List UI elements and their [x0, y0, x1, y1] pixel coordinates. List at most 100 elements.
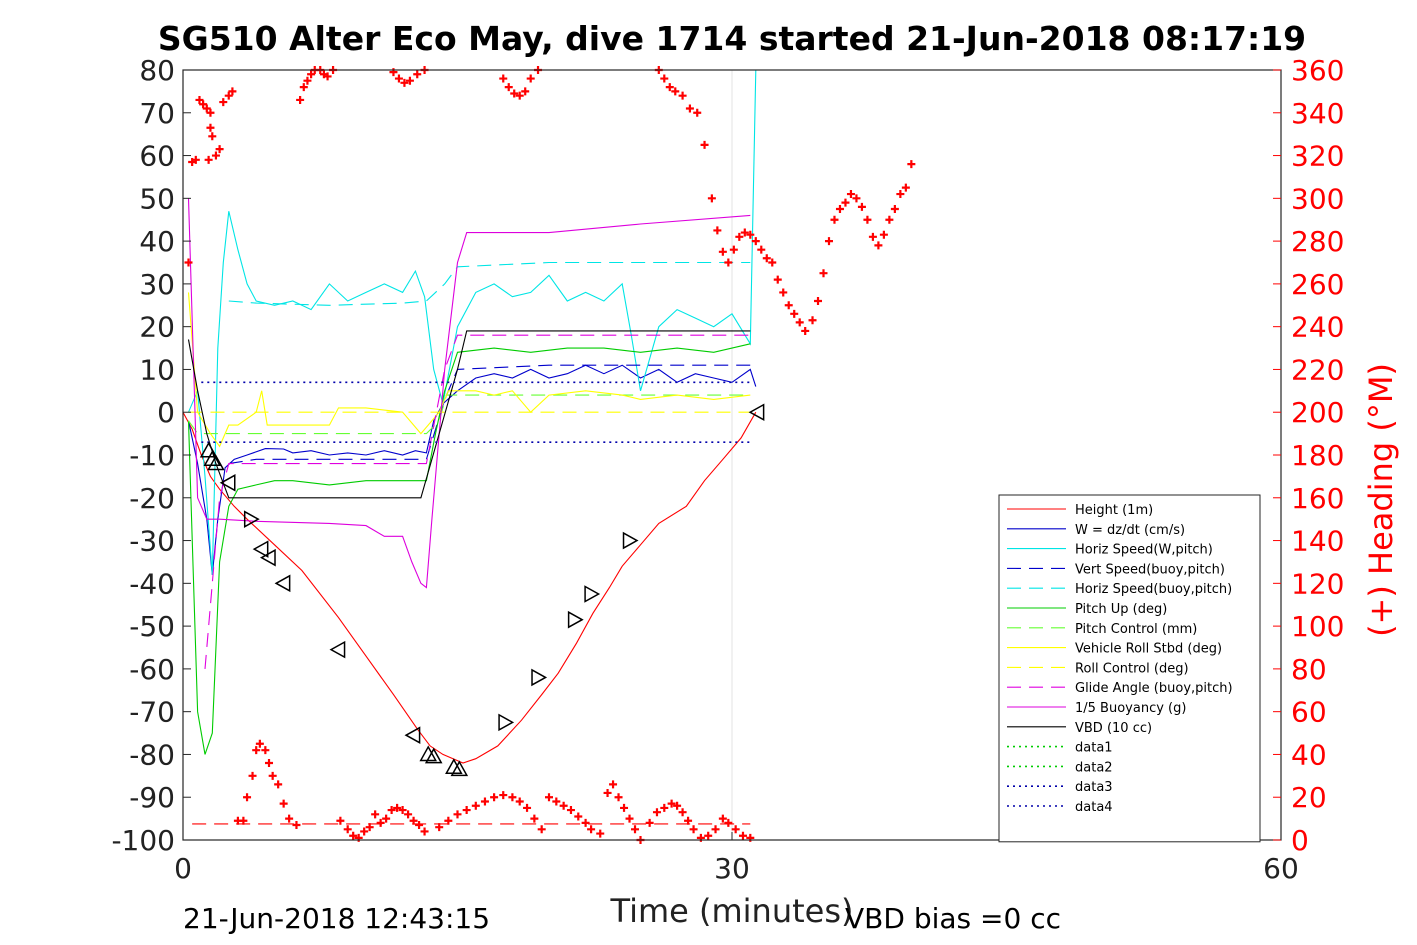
heading-point [609, 780, 618, 789]
heading-point [768, 258, 777, 267]
heading-point [738, 831, 747, 840]
timestamp-footer: 21-Jun-2018 12:43:15 [183, 902, 490, 935]
heading-point [773, 275, 782, 284]
heading-point [841, 198, 850, 207]
heading-point [645, 818, 654, 827]
triangle-marker [243, 510, 260, 528]
heading-point [435, 823, 444, 832]
heading-point [444, 816, 453, 825]
heading-point [740, 228, 749, 237]
heading-point [206, 108, 215, 117]
heading-markers [184, 66, 916, 844]
heading-point [879, 230, 888, 239]
heading-point [184, 258, 193, 267]
heading-point [660, 74, 669, 83]
heading-point [508, 793, 517, 802]
heading-point [206, 123, 215, 132]
heading-point [453, 810, 462, 819]
series-line-11 [187, 330, 751, 499]
x-axis-label: Time (minutes) [610, 892, 854, 930]
heading-point [735, 232, 744, 241]
y-tick-label: 10 [139, 353, 175, 386]
heading-point [581, 818, 590, 827]
heading-point [239, 816, 248, 825]
legend-entry: Vert Speed(buoy,pitch) [1075, 562, 1225, 577]
x-tick-label: 60 [1263, 852, 1299, 885]
y-tick-label: -80 [129, 738, 175, 771]
heading-point [846, 190, 855, 199]
x-tick-label: 30 [714, 852, 750, 885]
heading-point [285, 814, 294, 823]
heading-point [868, 232, 877, 241]
heading-point [252, 746, 261, 755]
y-tick-label: -90 [129, 781, 175, 814]
heading-point [678, 808, 687, 817]
y2-axis-label: (+) Heading (°M) [1362, 363, 1400, 637]
y2-tick-label: 80 [1291, 653, 1327, 686]
triangle-marker [329, 640, 346, 659]
triangle-marker [531, 668, 548, 687]
heading-point [296, 95, 305, 104]
heading-point [731, 825, 740, 834]
heading-point [665, 83, 674, 92]
heading-point [704, 831, 713, 840]
heading-point [526, 74, 535, 83]
heading-point [215, 145, 224, 154]
heading-point [757, 245, 766, 254]
heading-point [835, 205, 844, 214]
heading-point [700, 140, 709, 149]
legend-entry: W = dz/dt (cm/s) [1075, 523, 1185, 538]
series-line-9 [204, 334, 751, 669]
heading-point [415, 821, 424, 830]
heading-point [292, 821, 301, 830]
heading-point [382, 814, 391, 823]
triangle-marker [584, 585, 601, 603]
heading-point [499, 791, 508, 800]
heading-point [660, 803, 669, 812]
heading-point [559, 801, 568, 810]
series-line-5 [187, 343, 751, 755]
heading-point [387, 806, 396, 815]
heading-point [801, 326, 810, 335]
heading-point [631, 825, 640, 834]
heading-point [228, 87, 237, 96]
legend-box [998, 494, 1261, 843]
triangle-marker [259, 548, 276, 567]
heading-point [863, 215, 872, 224]
heading-point [376, 818, 385, 827]
legend-entry: data4 [1075, 800, 1113, 815]
heading-point [901, 183, 910, 192]
y2-tick-label: 200 [1291, 396, 1344, 429]
triangle-marker [252, 540, 269, 558]
triangle-markers [199, 403, 765, 777]
heading-point [678, 91, 687, 100]
heading-point [303, 76, 312, 85]
y-tick-label: 40 [139, 225, 175, 258]
chart-title: SG510 Alter Eco May, dive 1714 started 2… [158, 19, 1306, 58]
triangle-marker [622, 531, 639, 550]
heading-point [490, 793, 499, 802]
legend-entry: Glide Angle (buoy,pitch) [1075, 681, 1233, 696]
legend-entry: Roll Control (deg) [1075, 661, 1189, 676]
heading-point [857, 202, 866, 211]
axis-ticks: -100-90-80-70-60-50-40-30-20-10010203040… [111, 54, 1344, 885]
triangle-marker [404, 726, 421, 744]
heading-point [652, 808, 661, 817]
heading-point [667, 799, 676, 808]
heading-point [261, 746, 270, 755]
heading-point [504, 83, 513, 92]
heading-point [515, 797, 524, 806]
heading-point [515, 91, 524, 100]
y-tick-label: -50 [129, 610, 175, 643]
triangle-marker [219, 474, 236, 492]
heading-point [307, 70, 316, 79]
heading-point [279, 799, 288, 808]
series-line-3 [228, 364, 751, 465]
heading-point [819, 269, 828, 278]
y2-tick-label: 240 [1291, 311, 1344, 344]
heading-point [693, 108, 702, 117]
y2-tick-label: 220 [1291, 353, 1344, 386]
heading-point [394, 74, 403, 83]
heading-point [689, 825, 698, 834]
series-line-1 [187, 364, 757, 575]
